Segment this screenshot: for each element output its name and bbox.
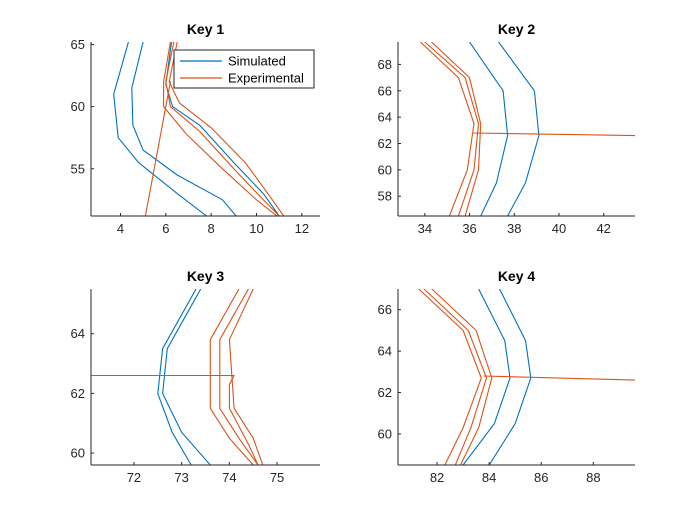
series-line-experimental-4 (430, 42, 482, 216)
series-line-experimental-5 (91, 374, 259, 465)
x-tick-label: 82 (430, 470, 444, 485)
y-tick-label: 60 (378, 162, 392, 177)
subplot-key-2: Key 2 34 36 38 40 42 58 60 62 64 66 68 (378, 21, 635, 236)
x-tick-label: 12 (295, 221, 309, 236)
y-tick-label: 68 (378, 57, 392, 72)
series-line-experimental-4 (228, 289, 264, 465)
y-tick-label: 60 (71, 99, 85, 114)
series-line-experimental-6 (144, 81, 171, 216)
series-line-simulated-1 (498, 42, 540, 216)
x-tick-label: 42 (596, 221, 610, 236)
series-line-experimental-5 (483, 375, 635, 381)
series-group (419, 42, 635, 216)
y-tick-label: 66 (378, 302, 392, 317)
legend-label-simulated: Simulated (228, 54, 286, 69)
series-line-experimental-2 (423, 289, 488, 465)
x-tick-label: 88 (586, 470, 600, 485)
subplot-key-1: Key 1 4 6 8 10 12 55 60 65 (71, 21, 320, 236)
series-line-experimental-2 (209, 289, 254, 465)
series-line-simulated-0 (131, 42, 237, 216)
series-line-experimental-5 (163, 42, 278, 216)
y-tick-label: 55 (71, 161, 85, 176)
series-line-experimental-3 (419, 42, 475, 216)
series-line-simulated-1 (488, 289, 532, 465)
subplot-title: Key 4 (498, 268, 536, 284)
series-line-experimental-4 (165, 42, 280, 216)
series-line-experimental-3 (219, 289, 259, 465)
subplot-title: Key 3 (187, 268, 225, 284)
legend-box (173, 49, 315, 89)
y-tick-label: 60 (71, 446, 85, 461)
x-tick-label: 72 (127, 470, 141, 485)
legend-label-experimental: Experimental (228, 71, 304, 86)
y-tick-label: 66 (378, 83, 392, 98)
x-tick-label: 6 (162, 221, 169, 236)
series-group (418, 289, 635, 465)
x-tick-label: 4 (117, 221, 124, 236)
series-line-experimental-2 (424, 42, 480, 216)
x-tick-label: 73 (174, 470, 188, 485)
series-line-experimental-3 (418, 289, 482, 465)
y-tick-label: 62 (378, 136, 392, 151)
x-tick-label: 74 (222, 470, 236, 485)
x-tick-label: 36 (462, 221, 476, 236)
x-tick-label: 40 (552, 221, 566, 236)
series-line-simulated-1 (162, 289, 211, 465)
series-group (113, 42, 285, 216)
series-line-simulated-1 (113, 42, 208, 216)
y-tick-label: 60 (378, 426, 392, 441)
subplot-title: Key 1 (187, 21, 225, 37)
subplot-key-4: Key 4 82 84 86 88 60 62 64 66 (378, 268, 635, 485)
y-tick-label: 64 (378, 344, 392, 359)
x-tick-label: 8 (208, 221, 215, 236)
y-tick-label: 62 (378, 385, 392, 400)
series-group (91, 289, 264, 465)
x-tick-label: 38 (507, 221, 521, 236)
subplot-title: Key 2 (498, 21, 536, 37)
y-tick-label: 65 (71, 37, 85, 52)
x-tick-label: 10 (249, 221, 263, 236)
x-tick-label: 84 (482, 470, 496, 485)
y-tick-label: 62 (71, 386, 85, 401)
y-tick-label: 58 (378, 189, 392, 204)
legend: Simulated Experimental (173, 49, 315, 89)
series-line-experimental-5 (473, 132, 635, 137)
series-line-experimental-3 (168, 42, 285, 216)
x-tick-label: 86 (534, 470, 548, 485)
series-line-simulated-0 (468, 42, 509, 216)
subplot-key-3: Key 3 72 73 74 75 60 62 64 (71, 268, 320, 485)
series-line-simulated-0 (157, 289, 197, 465)
x-tick-label: 34 (418, 221, 432, 236)
y-tick-label: 64 (71, 326, 85, 341)
series-line-experimental-4 (431, 289, 493, 465)
y-tick-label: 64 (378, 110, 392, 125)
series-line-simulated-0 (462, 289, 511, 465)
x-tick-label: 75 (270, 470, 284, 485)
